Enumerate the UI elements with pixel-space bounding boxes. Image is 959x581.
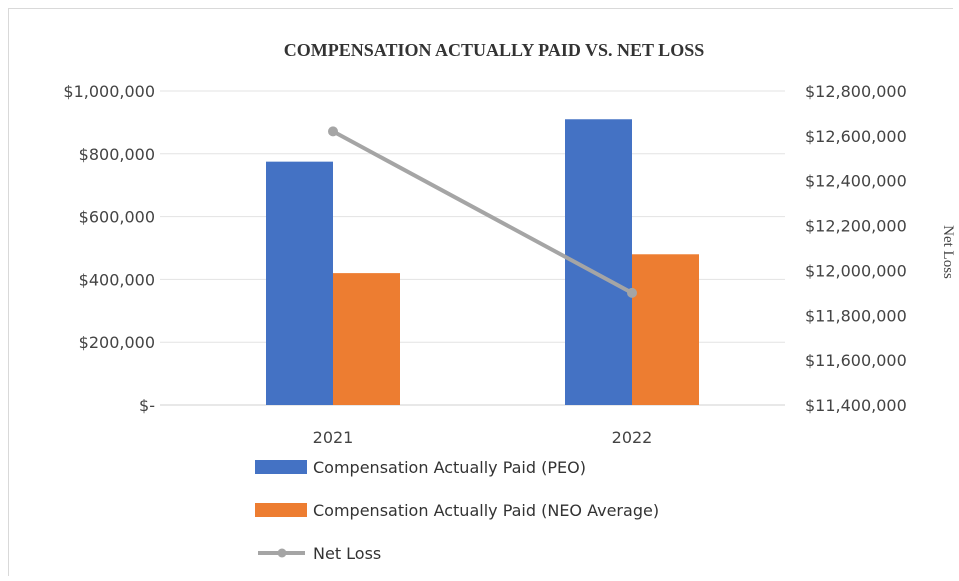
net-loss-line xyxy=(328,126,637,298)
legend-label: Net Loss xyxy=(313,544,381,563)
bar-neo-average-2022 xyxy=(632,254,699,405)
right-tick-label: $11,600,000 xyxy=(805,351,907,370)
left-tick-label: $400,000 xyxy=(79,270,155,289)
right-tick-label: $12,200,000 xyxy=(805,217,907,236)
right-axis-ticks: $11,400,000 $11,600,000 $11,800,000 $12,000… xyxy=(805,82,907,415)
bars xyxy=(266,119,699,405)
legend: Compensation Actually Paid (PEO) Compensa… xyxy=(255,458,659,563)
x-tick-label: 2021 xyxy=(313,428,354,447)
net-loss-series-line xyxy=(331,129,634,295)
chart-frame xyxy=(8,8,953,576)
legend-label: Compensation Actually Paid (PEO) xyxy=(313,458,586,477)
right-tick-label: $12,400,000 xyxy=(805,172,907,191)
chart-title: COMPENSATION ACTUALLY PAID VS. NET LOSS xyxy=(284,40,704,60)
right-tick-label: $11,800,000 xyxy=(805,306,907,325)
bar-neo-average-2021 xyxy=(333,273,400,405)
right-tick-label: $12,000,000 xyxy=(805,261,907,280)
left-tick-label: $800,000 xyxy=(79,145,155,164)
legend-marker xyxy=(277,548,287,558)
left-tick-label: $600,000 xyxy=(79,208,155,227)
left-axis-ticks: $- $200,000 $400,000 $600,000 $800,000 $1,000… xyxy=(63,82,155,415)
left-tick-label: $1,000,000 xyxy=(63,82,155,101)
x-axis-ticks: 2021 2022 xyxy=(313,428,653,447)
legend-label: Compensation Actually Paid (NEO Average) xyxy=(313,501,659,520)
right-tick-label: $12,800,000 xyxy=(805,82,907,101)
right-axis-label: Net Loss xyxy=(940,225,956,279)
net-loss-point-2021 xyxy=(328,126,338,137)
x-tick-label: 2022 xyxy=(612,428,653,447)
legend-swatch xyxy=(255,503,307,517)
right-tick-label: $11,400,000 xyxy=(805,396,907,415)
left-tick-label: $200,000 xyxy=(79,333,155,352)
left-tick-label: $- xyxy=(139,396,155,415)
legend-swatch xyxy=(255,460,307,474)
right-tick-label: $12,600,000 xyxy=(805,127,907,146)
net-loss-point-2022 xyxy=(627,287,637,298)
bar-peo-2021 xyxy=(266,161,333,405)
